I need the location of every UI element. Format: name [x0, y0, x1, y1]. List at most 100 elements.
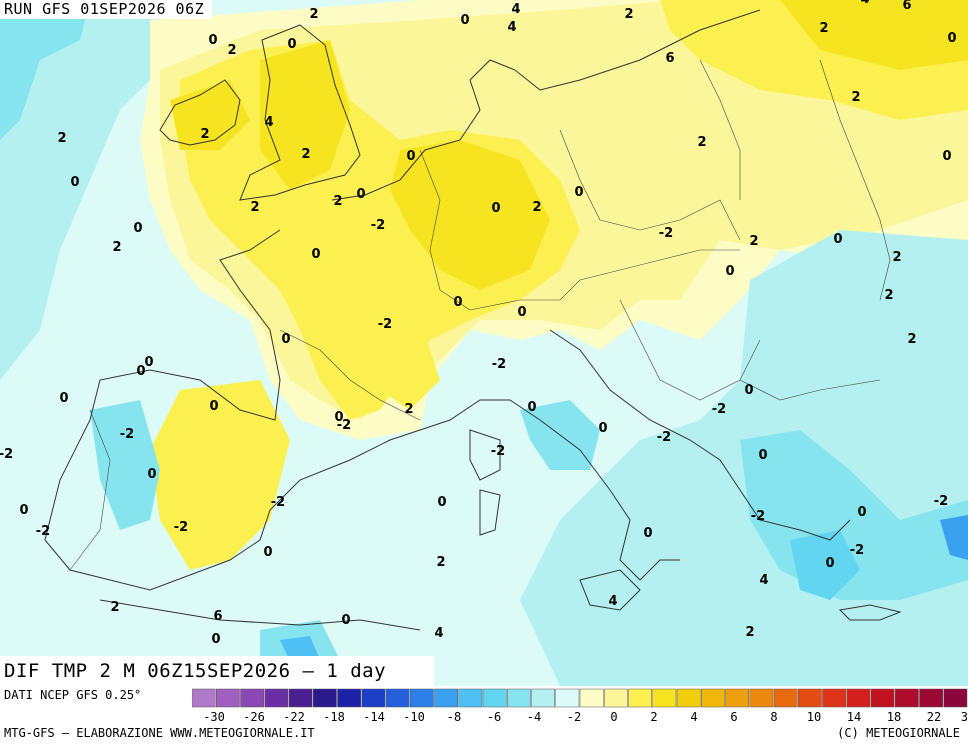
contour-label: 6 [213, 609, 222, 624]
legend-tick-label: -18 [323, 710, 345, 724]
contour-label: 2 [110, 600, 119, 615]
legend-swatch [701, 688, 725, 708]
legend-swatch [288, 688, 313, 708]
cold-field-west [0, 0, 180, 380]
contour-label: 2 [532, 200, 541, 215]
contour-label: 2 [250, 200, 259, 215]
contour-label: 0 [825, 556, 834, 571]
contour-label: -2 [657, 430, 671, 445]
legend-tick-label: -10 [403, 710, 425, 724]
contour-label: 0 [70, 175, 79, 190]
legend-swatch [749, 688, 774, 708]
legend-swatch [434, 688, 458, 708]
legend-swatch [676, 688, 701, 708]
color-scale-bar [191, 688, 968, 708]
legend-swatch [555, 688, 580, 708]
contour-label: 4 [860, 0, 869, 7]
legend-swatch [337, 688, 361, 708]
contour-label: -2 [0, 447, 13, 462]
contour-label: 6 [902, 0, 911, 13]
contour-label: 2 [697, 135, 706, 150]
contour-label: 0 [406, 149, 415, 164]
contour-labels: -22042460204206224202200220-2020020-2202… [0, 0, 957, 647]
contour-label: 4 [608, 594, 617, 609]
contour-label: 2 [884, 288, 893, 303]
legend-swatch [191, 688, 216, 708]
data-source-label: DATI NCEP GFS 0.25° [4, 688, 142, 702]
contour-label: 0 [136, 364, 145, 379]
run-title: RUN GFS 01SEP2026 06Z [0, 0, 213, 19]
contour-label: -2 [371, 218, 385, 233]
legend-swatch [919, 688, 943, 708]
contour-label: -2 [850, 543, 864, 558]
legend-swatch [822, 688, 846, 708]
contour-label: 2 [907, 332, 916, 347]
contour-label: 2 [749, 234, 758, 249]
contour-label: 0 [744, 383, 753, 398]
legend-tick-label: 8 [770, 710, 778, 724]
contour-label: -2 [337, 418, 351, 433]
contour-label: 0 [287, 37, 296, 52]
contour-label: -2 [174, 520, 188, 535]
map-canvas: -22042460204206224202200220-2020020-2202… [0, 0, 968, 686]
contour-label: -2 [751, 509, 765, 524]
contour-label: -2 [120, 427, 134, 442]
legend-tick-label: -8 [446, 710, 462, 724]
contour-label: 2 [436, 555, 445, 570]
legend-tick-label: -22 [283, 710, 305, 724]
contour-label: 2 [404, 402, 413, 417]
legend-tick-label: 2 [650, 710, 658, 724]
legend-swatch [313, 688, 337, 708]
contour-label: 4 [434, 626, 443, 641]
legend-swatch [579, 688, 604, 708]
contour-label: 2 [892, 250, 901, 265]
contour-label: -2 [712, 402, 726, 417]
contour-label: 0 [460, 13, 469, 28]
contour-label: 0 [942, 149, 951, 164]
legend-tick-label: 6 [730, 710, 738, 724]
legend-tick-label: -6 [486, 710, 502, 724]
contour-label: 0 [211, 632, 220, 647]
contour-label: 0 [311, 247, 320, 262]
contour-label: 2 [333, 194, 342, 209]
legend-tick-label: 30 [960, 710, 968, 724]
contour-label: -2 [271, 495, 285, 510]
legend-swatch [798, 688, 822, 708]
legend-tick-label: -14 [363, 710, 385, 724]
contour-label: -2 [36, 524, 50, 539]
contour-label: 0 [857, 505, 866, 520]
contour-label: 0 [263, 545, 272, 560]
credit-left: MTG-GFS – ELABORAZIONE WWW.METEOGIORNALE… [4, 726, 315, 740]
contour-label: 6 [665, 51, 674, 66]
valid-time-title: DIF TMP 2 M 06Z15SEP2026 – 1 day [0, 656, 434, 686]
contour-label: 4 [507, 20, 516, 35]
contour-label: 0 [643, 526, 652, 541]
contour-label: 0 [833, 232, 842, 247]
contour-label: 0 [356, 187, 365, 202]
contour-label: 2 [309, 7, 318, 22]
contour-label: 2 [57, 131, 66, 146]
contour-label: 0 [281, 332, 290, 347]
legend-tick-label: 18 [886, 710, 902, 724]
legend-swatch [604, 688, 628, 708]
color-scale-legend: -30 -26 -22 -18 -14 -10 -8 -6 -4 -2 0 2 4 6 8 10 14 18 22 3… [191, 688, 968, 724]
legend-swatch [846, 688, 871, 708]
legend-swatch [240, 688, 264, 708]
credit-right: (C) METEOGIORNALE [837, 726, 960, 740]
contour-label: 0 [144, 355, 153, 370]
contour-label: 0 [341, 613, 350, 628]
contour-label: -2 [934, 494, 948, 509]
legend-tick-label: -26 [243, 710, 265, 724]
contour-label: 0 [947, 31, 956, 46]
legend-swatch [652, 688, 677, 708]
coastlines [44, 9, 902, 631]
contour-label: 0 [758, 448, 767, 463]
legend-swatch [216, 688, 240, 708]
contour-label: 4 [511, 2, 520, 17]
contour-label: 0 [209, 399, 218, 414]
legend-tick-label: 10 [806, 710, 822, 724]
contour-label: 2 [301, 147, 310, 162]
contour-label: 0 [19, 503, 28, 518]
legend-swatch [895, 688, 919, 708]
warm-field-north [140, 0, 968, 570]
